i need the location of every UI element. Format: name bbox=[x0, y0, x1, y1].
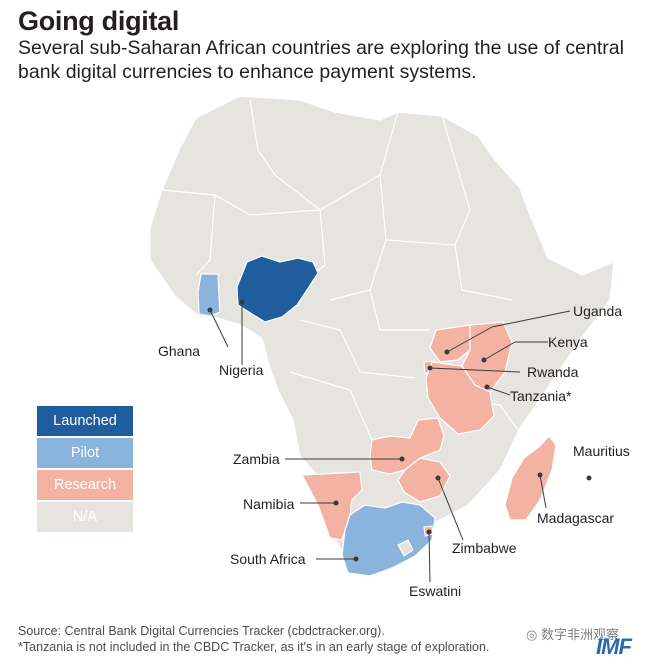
leader-lines bbox=[209, 302, 571, 583]
label-uganda: Uganda bbox=[573, 303, 622, 319]
page-title: Going digital bbox=[18, 6, 180, 36]
watermark-text: 数字非洲观察 bbox=[540, 627, 619, 642]
legend-launched: Launched bbox=[37, 406, 133, 436]
label-rwanda: Rwanda bbox=[527, 364, 579, 380]
footer: Source: Central Bank Digital Currencies … bbox=[18, 623, 489, 655]
wechat-icon: ◎ bbox=[526, 627, 538, 642]
ghana-region bbox=[197, 273, 221, 317]
page-subtitle: Several sub-Saharan African countries ar… bbox=[18, 37, 624, 83]
legend-na: N/A bbox=[37, 502, 133, 532]
label-zimbabwe: Zimbabwe bbox=[452, 540, 517, 556]
footnote: *Tanzania is not included in the CBDC Tr… bbox=[18, 640, 490, 654]
lesotho-region bbox=[397, 539, 414, 557]
leader-dots bbox=[207, 299, 592, 562]
imf-logo: IMF bbox=[596, 634, 632, 659]
label-zambia: Zambia bbox=[233, 451, 280, 467]
label-south-africa: South Africa bbox=[230, 551, 306, 567]
label-mauritius: Mauritius bbox=[573, 443, 630, 459]
tanzania-region bbox=[425, 361, 495, 435]
madagascar-region bbox=[504, 435, 557, 521]
zimbabwe-region bbox=[397, 457, 451, 503]
namibia-region bbox=[301, 471, 363, 541]
source-note: Source: Central Bank Digital Currencies … bbox=[18, 624, 385, 638]
legend-research: Research bbox=[37, 470, 133, 500]
mauritius-dot bbox=[586, 475, 592, 481]
nigeria-region bbox=[236, 255, 319, 323]
label-namibia: Namibia bbox=[243, 496, 295, 512]
label-madagascar: Madagascar bbox=[537, 510, 614, 526]
label-nigeria: Nigeria bbox=[219, 362, 264, 378]
legend-pilot: Pilot bbox=[37, 438, 133, 468]
label-tanzania: Tanzania* bbox=[510, 388, 572, 404]
label-ghana: Ghana bbox=[158, 343, 200, 359]
zambia-region bbox=[369, 417, 445, 475]
label-eswatini: Eswatini bbox=[409, 583, 461, 599]
watermark: ◎ 数字非洲观察 bbox=[526, 624, 619, 643]
label-kenya: Kenya bbox=[548, 334, 588, 350]
country-borders bbox=[161, 99, 519, 441]
south-africa-region bbox=[341, 501, 436, 577]
